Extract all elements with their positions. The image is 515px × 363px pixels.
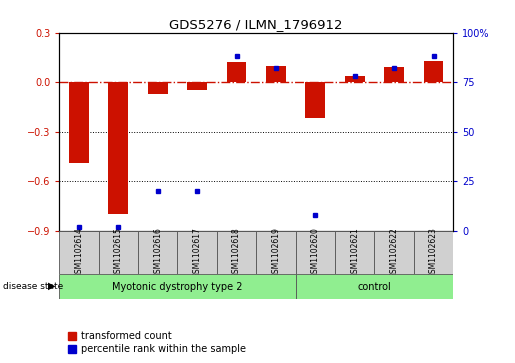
Bar — [59, 274, 296, 299]
Text: GSM1102617: GSM1102617 — [193, 227, 201, 278]
Text: GSM1102616: GSM1102616 — [153, 227, 162, 278]
Bar — [335, 231, 374, 274]
Text: GSM1102621: GSM1102621 — [350, 227, 359, 278]
Bar — [424, 61, 443, 82]
Text: GSM1102623: GSM1102623 — [429, 227, 438, 278]
Bar — [148, 82, 167, 94]
Text: disease state: disease state — [3, 282, 63, 290]
Bar — [187, 82, 207, 90]
Title: GDS5276 / ILMN_1796912: GDS5276 / ILMN_1796912 — [169, 19, 343, 32]
Text: ▶: ▶ — [48, 281, 55, 291]
Bar — [69, 82, 89, 163]
Text: GSM1102622: GSM1102622 — [390, 227, 399, 278]
Bar — [266, 66, 286, 82]
Bar — [59, 231, 99, 274]
Text: GSM1102615: GSM1102615 — [114, 227, 123, 278]
Text: control: control — [357, 282, 391, 292]
Bar — [296, 274, 453, 299]
Bar — [296, 231, 335, 274]
Bar — [227, 62, 246, 82]
Legend: transformed count, percentile rank within the sample: transformed count, percentile rank withi… — [64, 327, 249, 358]
Bar — [305, 82, 325, 118]
Bar — [99, 231, 138, 274]
Bar — [414, 231, 453, 274]
Bar — [256, 231, 296, 274]
Bar — [374, 231, 414, 274]
Text: Myotonic dystrophy type 2: Myotonic dystrophy type 2 — [112, 282, 243, 292]
Text: GSM1102619: GSM1102619 — [271, 227, 280, 278]
Text: GSM1102618: GSM1102618 — [232, 227, 241, 278]
Bar — [384, 67, 404, 82]
Bar — [177, 231, 217, 274]
Bar — [345, 76, 365, 82]
Bar — [138, 231, 177, 274]
Text: GSM1102614: GSM1102614 — [75, 227, 83, 278]
Text: GSM1102620: GSM1102620 — [311, 227, 320, 278]
Bar — [217, 231, 256, 274]
Bar — [109, 82, 128, 214]
